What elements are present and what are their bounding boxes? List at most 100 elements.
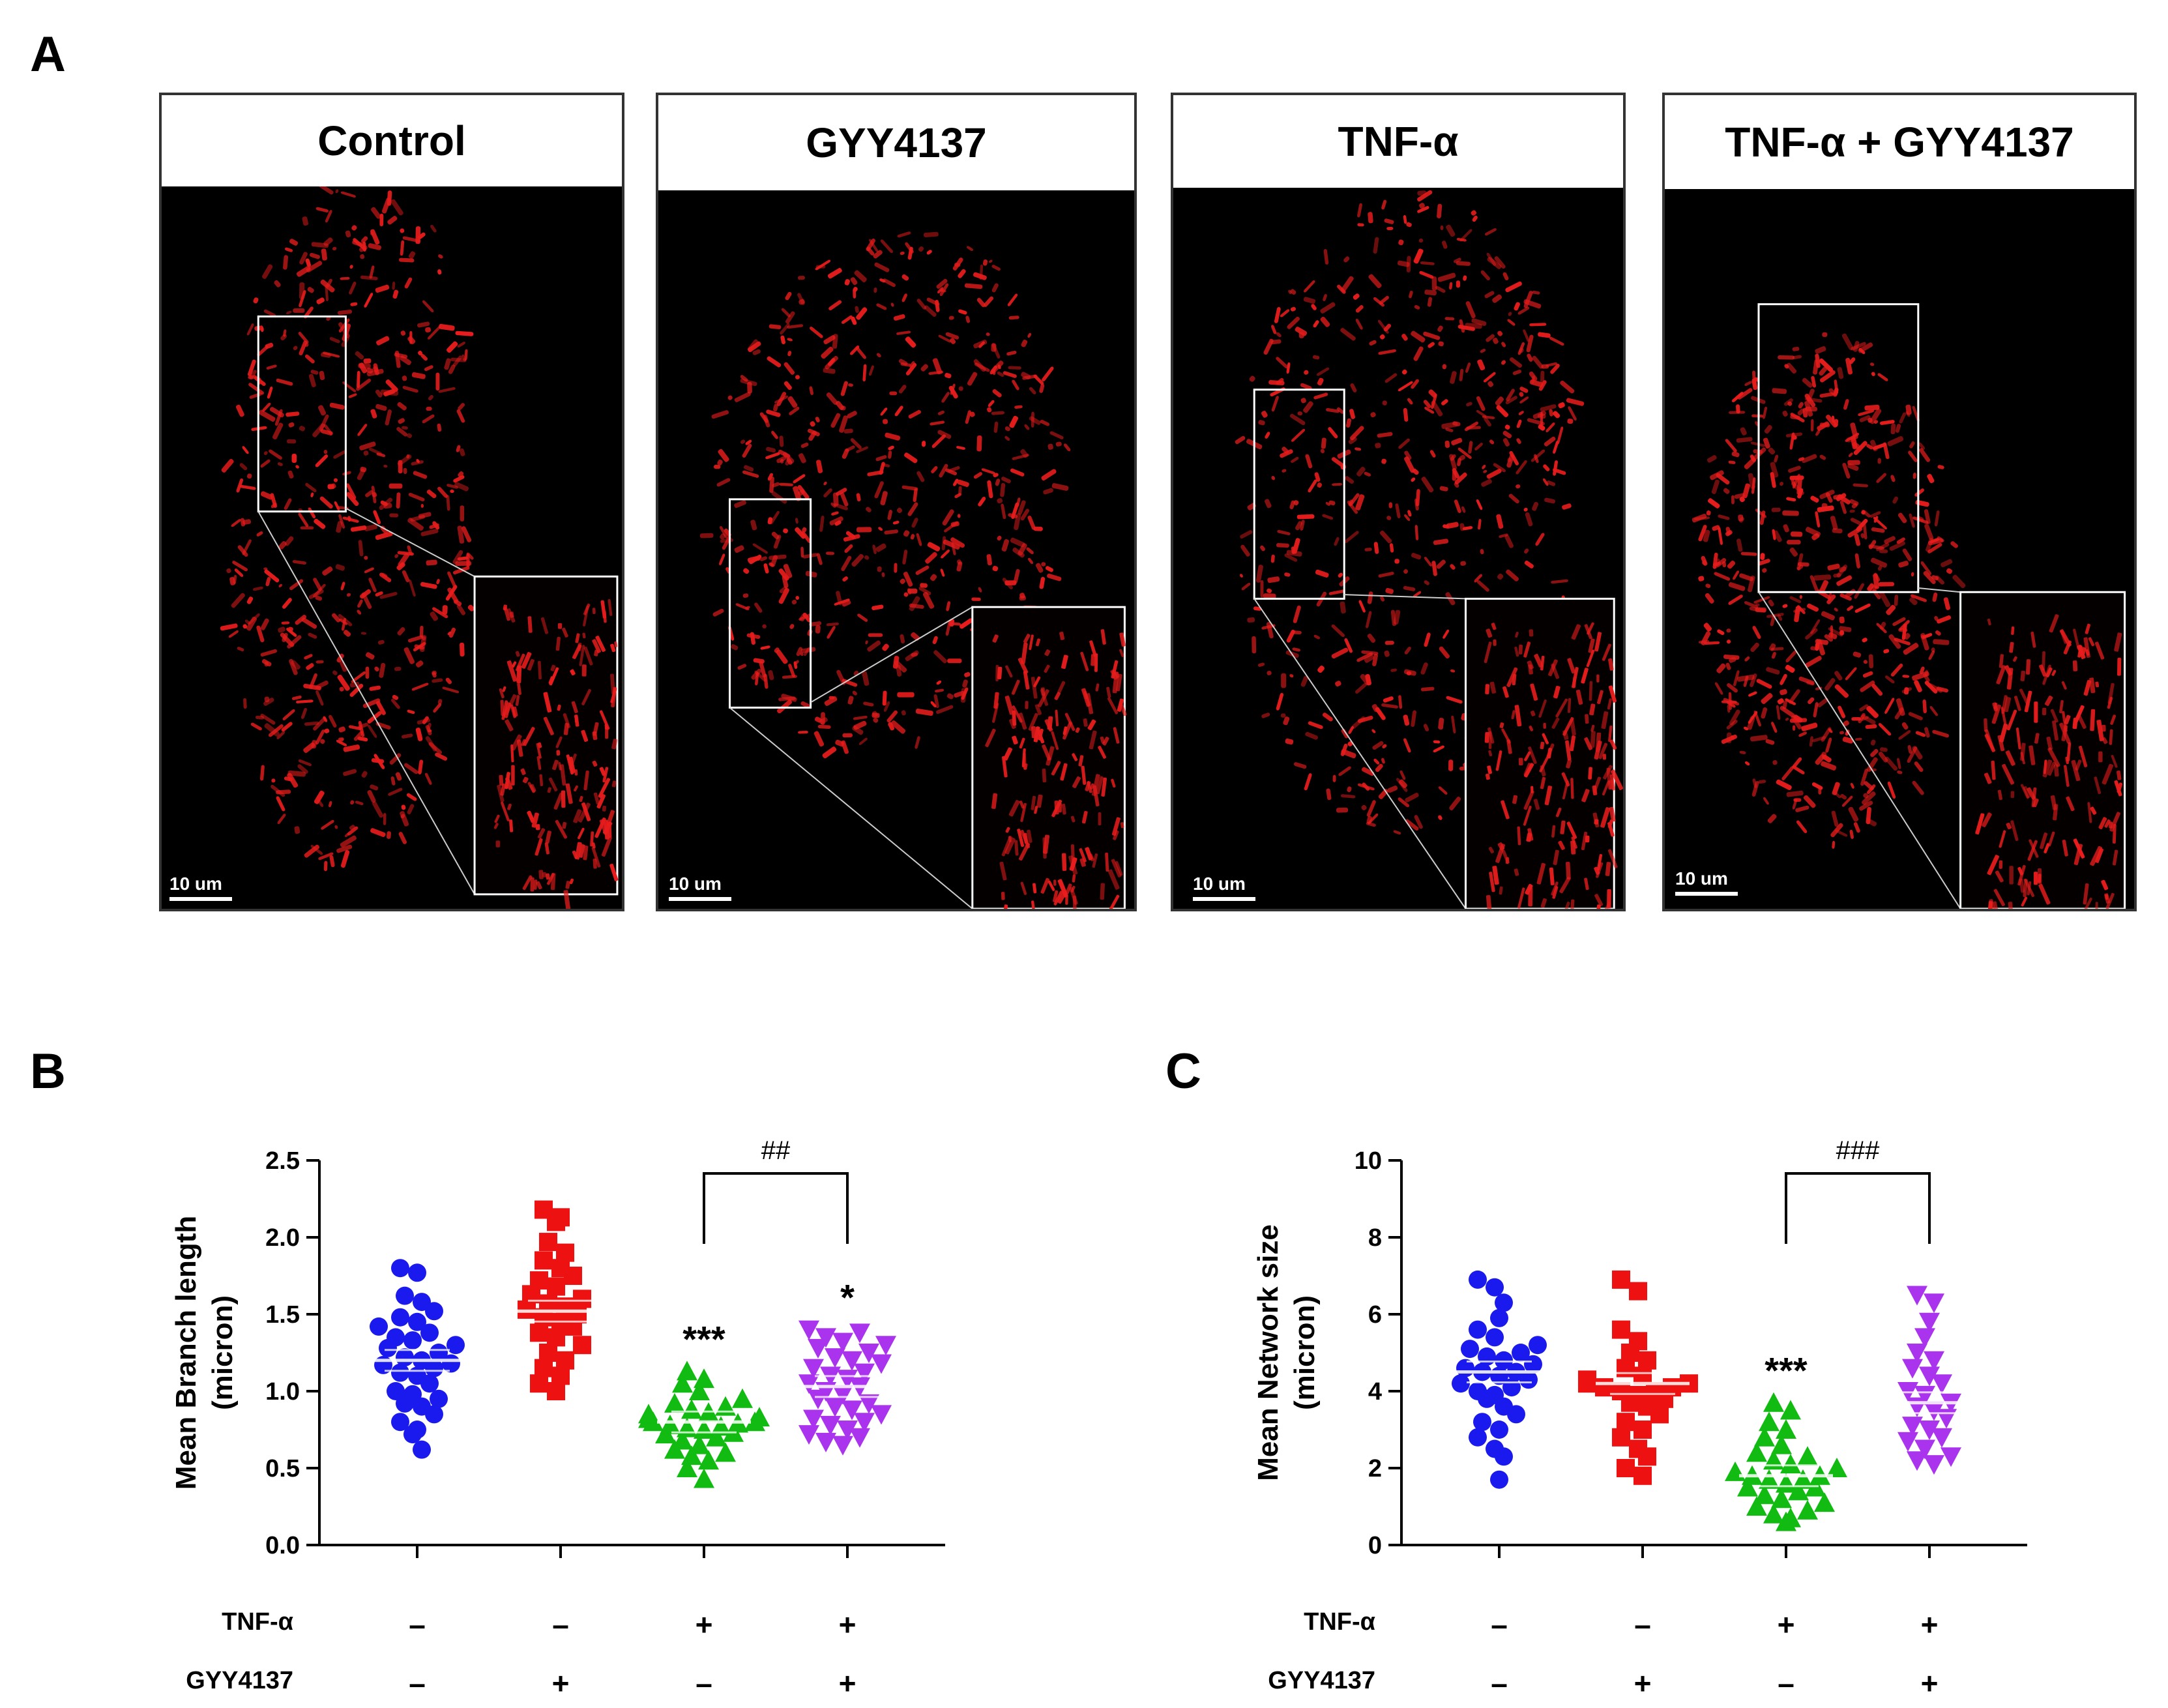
condition-sign: – [552, 1608, 569, 1642]
data-point [403, 1385, 422, 1404]
data-point [547, 1328, 565, 1347]
y-tick-label: 0.0 [265, 1532, 300, 1559]
data-point [1486, 1278, 1504, 1297]
scale-bar [1193, 897, 1255, 901]
mitochondria-image [1235, 190, 1623, 909]
zoom-inset [1959, 591, 2126, 909]
mitochondria-network [1692, 332, 1966, 849]
data-group [798, 1320, 896, 1456]
data-point [681, 1445, 702, 1465]
data-point [1638, 1351, 1656, 1370]
data-point [1495, 1293, 1513, 1312]
comparison-bracket [703, 1172, 849, 1244]
data-point [408, 1263, 426, 1282]
data-point [842, 1400, 862, 1421]
zoom-inset-detail [1975, 614, 2123, 909]
zoom-connector-line [729, 707, 973, 909]
data-point [681, 1399, 702, 1419]
data-point [1495, 1351, 1513, 1370]
zoom-connector-line [1253, 598, 1467, 909]
y-tick-label: 2 [1368, 1455, 1382, 1482]
data-point [677, 1361, 697, 1381]
data-point [825, 1348, 845, 1368]
data-point [535, 1359, 553, 1377]
data-point [396, 1286, 414, 1305]
data-group [1725, 1392, 1847, 1531]
condition-sign: + [1634, 1666, 1652, 1700]
data-point [530, 1323, 548, 1342]
data-point [749, 1407, 770, 1427]
data-point [1941, 1447, 1961, 1467]
data-point [551, 1366, 570, 1385]
data-point [1629, 1332, 1647, 1351]
condition-sign: + [696, 1608, 713, 1642]
data-point [1793, 1469, 1813, 1489]
comparison-bracket [1785, 1172, 1931, 1244]
zoom-connector-line [257, 511, 475, 895]
data-point [408, 1312, 426, 1331]
data-point [1797, 1446, 1818, 1466]
scale-bar [1675, 892, 1738, 896]
data-point [1919, 1312, 1940, 1333]
data-point [1771, 1434, 1792, 1454]
scale-bar-label: 10 um [1193, 874, 1246, 894]
panel-b-letter: B [30, 1044, 66, 1099]
data-point [547, 1277, 565, 1296]
data-point [1902, 1417, 1923, 1437]
panel-c-letter: C [1165, 1044, 1201, 1099]
data-point [798, 1425, 819, 1445]
data-group [638, 1361, 770, 1488]
panel-a-letter: A [30, 27, 66, 82]
data-point [832, 1436, 853, 1456]
data-point [413, 1293, 431, 1312]
zoom-inset-detail [493, 598, 619, 909]
data-point [672, 1373, 693, 1393]
scale-bar-label: 10 um [1675, 868, 1728, 889]
micrograph-gyy4137: GYY4137 10 um [656, 93, 1137, 911]
data-point [387, 1382, 405, 1400]
y-axis-title: Mean Branch length (micron) [170, 1216, 239, 1490]
data-point [1907, 1451, 1927, 1471]
y-tick-label: 2.0 [265, 1224, 300, 1252]
data-point [715, 1442, 736, 1462]
data-point [871, 1405, 892, 1425]
y-tick-label: 6 [1368, 1301, 1382, 1329]
data-point [408, 1421, 426, 1439]
data-point [391, 1259, 409, 1278]
micrograph-tnf: TNF-α 10 um [1171, 93, 1626, 911]
data-point [1914, 1439, 1935, 1460]
data-point [391, 1363, 409, 1382]
significance-label: * [840, 1277, 855, 1318]
zoom-inset-detail [985, 629, 1127, 909]
data-point [1924, 1401, 1944, 1421]
data-point [815, 1328, 836, 1348]
condition-sign: – [1634, 1608, 1651, 1642]
mitochondria-network [1235, 190, 1585, 835]
data-group [514, 1200, 608, 1400]
data-point [715, 1396, 736, 1416]
micrograph-title: TNF-α [1173, 95, 1623, 190]
data-point [1469, 1428, 1487, 1447]
data-point [556, 1351, 574, 1370]
data-point [1780, 1454, 1801, 1474]
data-point [1763, 1503, 1784, 1524]
data-point [854, 1413, 875, 1433]
condition-sign: – [696, 1666, 712, 1700]
data-point [1737, 1477, 1758, 1497]
data-point [1746, 1496, 1767, 1516]
data-point [842, 1351, 862, 1371]
data-point [1919, 1366, 1940, 1387]
data-point [1914, 1328, 1935, 1348]
bracket-label: ### [1836, 1136, 1880, 1165]
data-point [391, 1308, 409, 1327]
scale-bar [169, 897, 232, 901]
data-point [849, 1428, 870, 1448]
condition-label-tnf: TNF-α [1304, 1608, 1375, 1636]
data-point [1936, 1409, 1957, 1429]
condition-sign: – [1778, 1666, 1794, 1700]
condition-sign: – [1491, 1666, 1508, 1700]
network-size-chart: 0 2 4 6 8 10 Mean Network size (micron) *** ### TN… [1252, 1136, 2027, 1700]
data-point [530, 1374, 548, 1393]
data-point [530, 1271, 548, 1290]
y-tick-label: 2.5 [265, 1147, 300, 1175]
